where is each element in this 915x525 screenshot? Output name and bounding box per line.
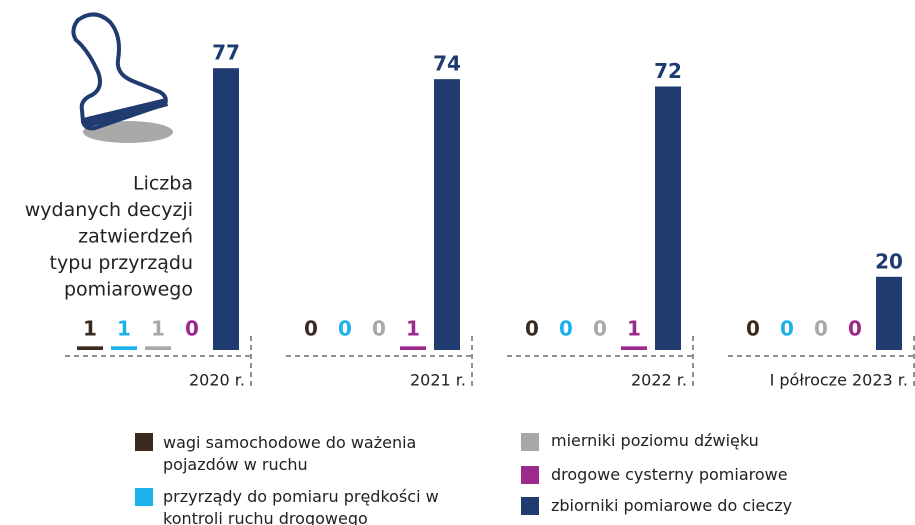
legend-label: przyrządy do pomiaru prędkości w kontrol… (163, 487, 439, 525)
data-label: 77 (212, 41, 240, 65)
legend-label: drogowe cysterny pomiarowe (551, 465, 788, 484)
data-label: 1 (83, 317, 97, 341)
data-label: 0 (746, 317, 760, 341)
chart-title: wydanych decyzji (25, 199, 193, 221)
chart-title: typu przyrządu (50, 252, 193, 274)
data-label: 72 (654, 59, 682, 83)
bar (400, 346, 426, 350)
bar (621, 346, 647, 350)
legend-label: mierniki poziomu dźwięku (551, 431, 759, 450)
legend-label: wagi samochodowe do ważenia pojazdów w r… (163, 433, 417, 474)
data-label: 0 (372, 317, 386, 341)
legend-swatch (521, 497, 539, 515)
data-label: 20 (875, 249, 903, 273)
legend-label: zbiorniki pomiarowe do cieczy (551, 496, 793, 515)
bar (77, 346, 103, 350)
data-label: 0 (185, 317, 199, 341)
data-label: 1 (151, 317, 165, 341)
chart-title: Liczba (133, 173, 193, 195)
x-tick-label: 2020 r. (189, 371, 245, 390)
bar (145, 346, 171, 350)
bar (655, 86, 681, 350)
data-label: 1 (406, 317, 420, 341)
bar (213, 68, 239, 351)
data-label: 74 (433, 52, 461, 76)
data-label: 1 (627, 317, 641, 341)
legend-swatch (135, 488, 153, 506)
chart-title: pomiarowego (64, 279, 193, 301)
x-tick-label: 2021 r. (410, 371, 466, 390)
data-label: 0 (559, 317, 573, 341)
data-label: 0 (848, 317, 862, 341)
bar (111, 346, 137, 350)
data-label: 0 (338, 317, 352, 341)
legend-swatch (521, 433, 539, 451)
data-label: 0 (525, 317, 539, 341)
legend-swatch (135, 433, 153, 451)
legend-swatch (521, 466, 539, 484)
bar (434, 79, 460, 350)
chart-title: zatwierdzeń (78, 226, 193, 248)
data-label: 0 (780, 317, 794, 341)
data-label: 1 (117, 317, 131, 341)
data-label: 0 (814, 317, 828, 341)
data-label: 0 (593, 317, 607, 341)
stamp-icon (71, 12, 173, 143)
x-tick-label: 2022 r. (631, 371, 687, 390)
data-label: 0 (304, 317, 318, 341)
x-tick-label: I półrocze 2023 r. (770, 371, 908, 390)
bar (876, 276, 902, 350)
